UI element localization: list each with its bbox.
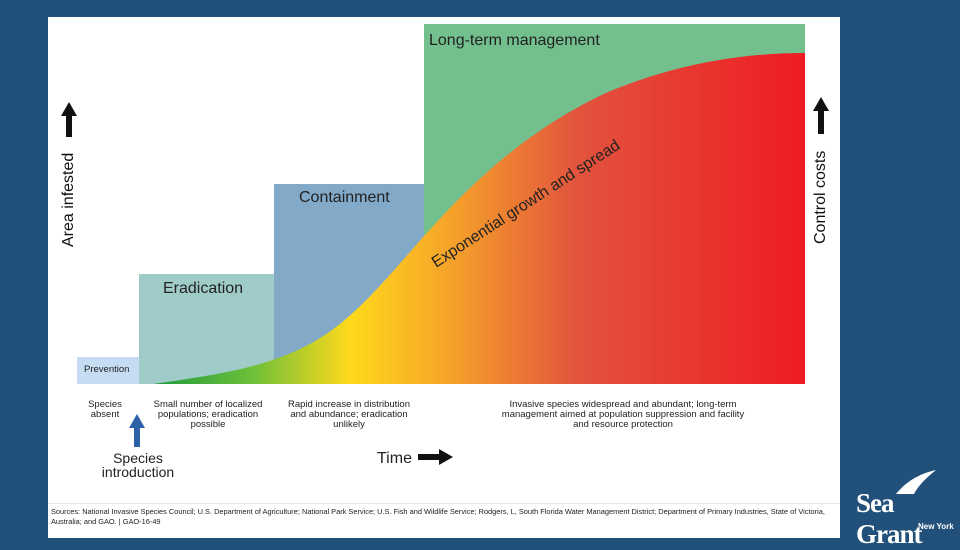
sea-grant-logo-text: Sea Grant	[856, 488, 923, 549]
time-axis-label: Time	[377, 450, 412, 467]
prevention-box	[77, 357, 139, 384]
eradication-label: Eradication	[163, 280, 243, 297]
growth-curve-area	[153, 53, 805, 384]
sources-footer: Sources: National Invasive Species Counc…	[48, 503, 840, 538]
sea-grant-logo: Sea Grant New York	[856, 468, 956, 549]
rapid-increase-caption: Rapid increase in distribution and abund…	[288, 399, 410, 430]
control-costs-label: Control costs	[812, 150, 829, 244]
containment-label: Containment	[299, 189, 390, 206]
diagram-panel: Prevention Eradication Containment Long-…	[48, 17, 840, 538]
species-absent-caption: Species absent	[88, 399, 122, 420]
area-infested-arrow-icon	[61, 102, 77, 137]
long-term-management-label: Long-term management	[429, 32, 600, 49]
species-introduction-caption: Species introduction	[101, 450, 175, 480]
sea-grant-logo-sub: New York	[918, 522, 954, 531]
prevention-label: Prevention	[84, 364, 129, 375]
species-introduction-arrow-icon	[129, 414, 145, 447]
small-populations-caption: Small number of localized populations; e…	[153, 399, 263, 430]
sources-text: Sources: National Invasive Species Counc…	[51, 507, 825, 526]
partner-logo	[744, 520, 836, 534]
eradication-box	[139, 274, 274, 384]
time-arrow-icon	[418, 449, 453, 465]
control-costs-arrow-icon	[813, 97, 829, 134]
bird-icon	[896, 470, 936, 494]
area-infested-label: Area infested	[60, 152, 77, 247]
invasion-curve-diagram: Prevention Eradication Containment Long-…	[61, 24, 829, 467]
widespread-caption: Invasive species widespread and abundant…	[501, 399, 745, 430]
